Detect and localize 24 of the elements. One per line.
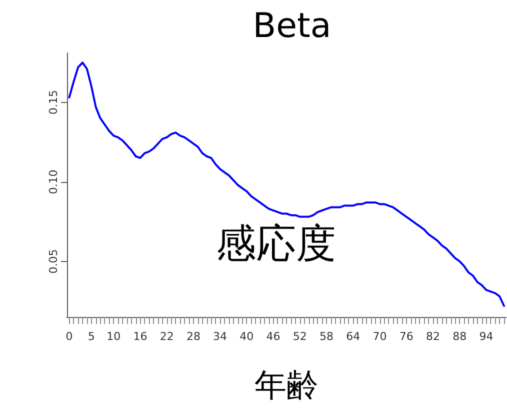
x-tick-label: 34 [213, 330, 228, 343]
x-tick-label: 88 [452, 330, 467, 343]
x-tick-label: 22 [160, 330, 174, 343]
x-tick-label: 10 [106, 330, 121, 343]
x-tick-label: 16 [133, 330, 148, 343]
x-tick-label: 46 [266, 330, 280, 343]
x-tick-label: 5 [88, 330, 95, 343]
y-tick-label: 0.15 [47, 90, 60, 115]
x-tick-label: 64 [346, 330, 360, 343]
chart-title: Beta [252, 6, 332, 46]
y-tick-label: 0.05 [47, 249, 60, 274]
x-tick-label: 70 [372, 330, 387, 343]
x-tick-label: 40 [240, 330, 254, 343]
x-tick-label: 52 [292, 330, 307, 343]
x-tick-label: 76 [399, 330, 414, 343]
x-tick-label: 94 [479, 330, 494, 343]
line-series [68, 62, 506, 307]
y-tick-label: 0.10 [47, 170, 60, 194]
annotation: 感応度 [216, 221, 336, 267]
x-tick-label: 82 [426, 330, 440, 343]
x-tick-label: 0 [66, 330, 73, 343]
x-axis-title: 年齢 [254, 366, 319, 404]
x-tick-label: 28 [186, 330, 200, 343]
x-tick-label: 58 [320, 330, 334, 343]
